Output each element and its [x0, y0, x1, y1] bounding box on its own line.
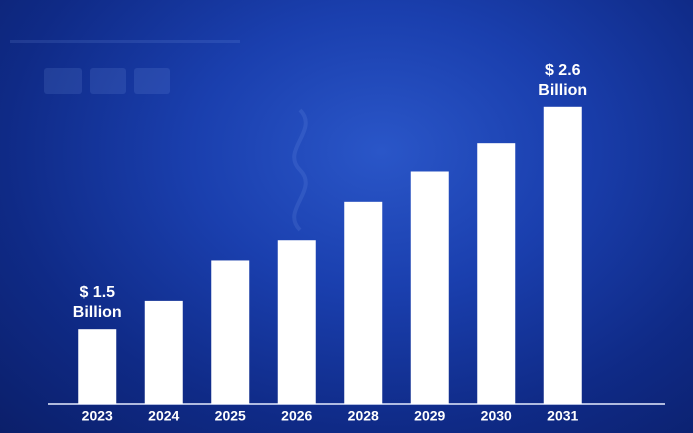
- x-tick-label: 2023: [82, 408, 113, 424]
- bar: [144, 300, 183, 404]
- x-tick-label: 2026: [281, 408, 312, 424]
- bar: [211, 260, 250, 404]
- value-label: $ 1.5 Billion: [72, 284, 122, 322]
- x-tick-label: 2028: [348, 408, 379, 424]
- decor: [10, 40, 308, 232]
- bar: [78, 329, 117, 404]
- x-tick-label: 2025: [215, 408, 246, 424]
- bar: [477, 143, 516, 404]
- x-tick-label: 2031: [547, 408, 578, 424]
- x-tick-label: 2030: [481, 408, 512, 424]
- bar: [277, 240, 316, 404]
- value-label: $ 2.6 Billion: [538, 61, 588, 99]
- bar: [410, 171, 449, 404]
- x-tick-label: 2029: [414, 408, 445, 424]
- bar: [543, 106, 582, 404]
- x-tick-label: 2024: [148, 408, 179, 424]
- bar: [344, 201, 383, 404]
